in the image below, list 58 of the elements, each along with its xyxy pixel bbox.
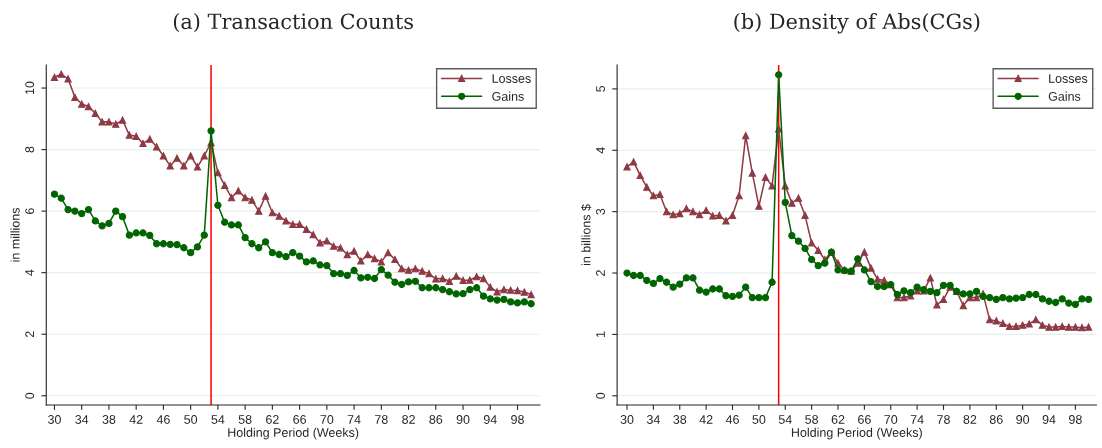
x-tick-label: 66 [858, 415, 871, 424]
x-tick-label: 86 [989, 415, 1003, 424]
x-axis-title: Holding Period (Weeks) [228, 427, 359, 440]
x-tick-label: 78 [375, 415, 388, 424]
x-tick-label: 74 [347, 415, 361, 424]
x-tick-label: 82 [402, 415, 415, 424]
x-tick-label: 66 [293, 415, 306, 424]
x-tick-label: 90 [456, 415, 470, 424]
y-axis-title: in millions [10, 207, 20, 262]
x-tick-label: 50 [184, 415, 198, 424]
x-tick-label: 38 [673, 415, 687, 424]
x-axis-title: Holding Period (Weeks) [791, 427, 922, 440]
y-tick-label: 1 [596, 331, 605, 337]
x-tick-label: 78 [937, 415, 950, 424]
x-tick-label: 82 [963, 415, 977, 424]
x-tick-label: 54 [778, 415, 792, 424]
x-tick-label: 42 [129, 415, 143, 424]
legend-label: Gains [492, 91, 524, 101]
y-tick-label: 2 [596, 270, 605, 276]
legend-label: Losses [1049, 74, 1088, 83]
y-tick-label: 0 [596, 392, 605, 399]
x-tick-label: 70 [320, 415, 334, 424]
chart-title: (b) Density of Abs(CGs) [734, 13, 980, 34]
x-tick-label: 62 [266, 415, 279, 424]
y-tick-label: 6 [25, 208, 35, 214]
legend-label: Losses [492, 74, 531, 83]
x-tick-label: 74 [910, 415, 924, 424]
x-tick-label: 30 [620, 415, 634, 424]
x-tick-label: 98 [511, 415, 524, 424]
y-tick-label: 4 [596, 147, 605, 154]
x-tick-label: 34 [75, 415, 89, 424]
x-tick-label: 46 [725, 415, 739, 424]
x-tick-label: 58 [238, 415, 252, 424]
x-tick-label: 38 [102, 415, 116, 424]
x-tick-label: 86 [429, 415, 443, 424]
y-tick-label: 5 [596, 85, 605, 92]
y-tick-label: 4 [25, 269, 34, 276]
x-tick-label: 90 [1016, 415, 1030, 424]
x-tick-label: 50 [752, 415, 766, 424]
x-tick-label: 58 [805, 415, 819, 424]
x-tick-label: 46 [156, 415, 170, 424]
x-tick-label: 70 [884, 415, 898, 424]
x-tick-label: 54 [211, 415, 225, 424]
y-tick-label: 0 [25, 392, 35, 399]
legend-label: Gains [1048, 91, 1081, 101]
y-tick-label: 3 [596, 208, 605, 215]
x-tick-label: 94 [1042, 415, 1056, 424]
chart-title: (a) Transaction Counts [173, 13, 413, 33]
y-tick-label: 2 [25, 331, 34, 338]
y-tick-label: 8 [25, 146, 35, 153]
y-tick-label: 10 [25, 81, 35, 95]
x-tick-label: 42 [699, 415, 713, 424]
y-axis-title: in billions $ [581, 204, 592, 266]
x-tick-label: 62 [831, 415, 845, 424]
x-tick-label: 30 [47, 415, 61, 424]
x-tick-label: 94 [483, 415, 497, 424]
x-tick-label: 34 [646, 415, 660, 424]
x-tick-label: 98 [1069, 415, 1082, 424]
